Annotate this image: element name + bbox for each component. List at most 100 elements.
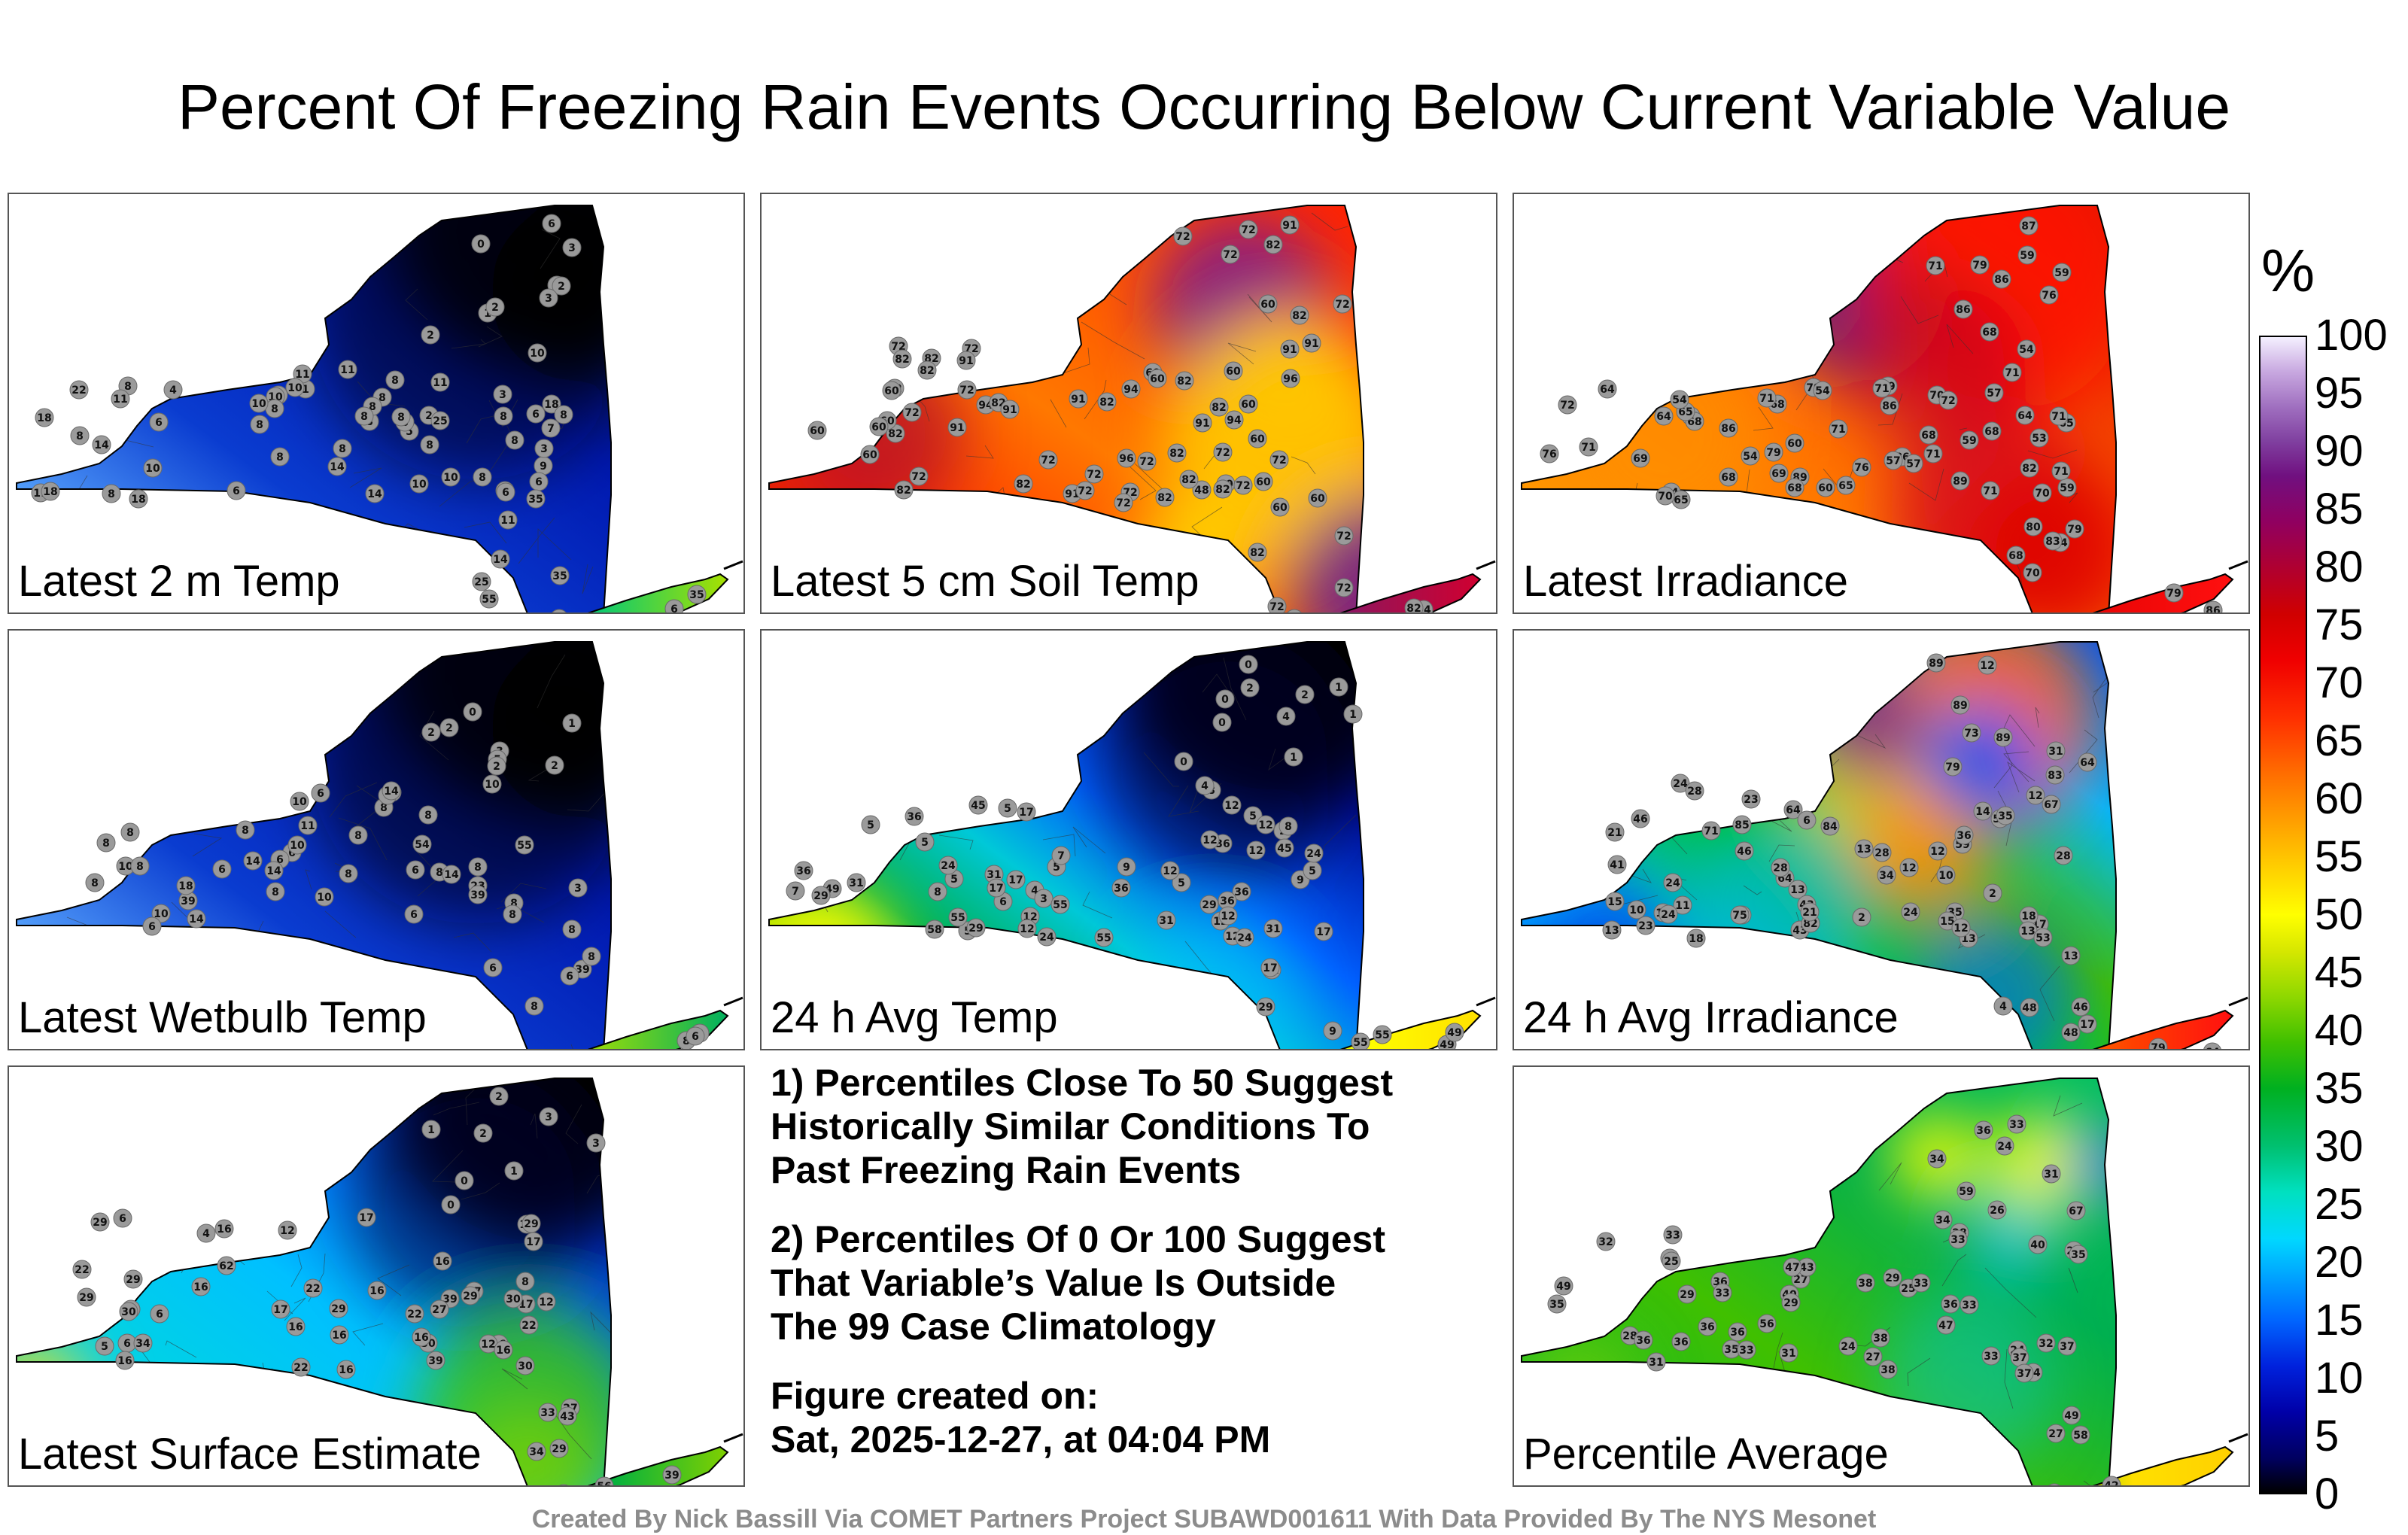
station-dot [1923,444,1943,464]
station-value: 16 [414,1332,428,1344]
station-dot [2029,428,2049,448]
station-marker: 60 [869,417,889,436]
station-dot [1114,493,1133,512]
county-line [1623,222,1649,240]
station-marker: 0 [471,234,491,254]
field-blob [1875,1293,2056,1473]
station-dot [1928,841,1947,861]
station-dot [1927,1149,1947,1169]
county-line [530,1113,538,1139]
station-value: 25 [433,415,447,427]
county-line [1768,844,1795,862]
station-value: 72 [1269,601,1284,612]
colorbar-tick: 55 [2315,832,2364,881]
station-dot [515,1272,535,1291]
county-line [377,1264,410,1296]
station-value: 1 [1290,752,1297,764]
station-value: 72 [1236,480,1250,492]
station-marker: 60 [1308,488,1327,508]
station-marker: 36 [1954,825,1974,845]
station-value: 28 [1874,847,1889,859]
station-marker: 64 [1654,406,1674,426]
station-value: 1 [510,1166,518,1178]
station-dot [1950,695,1970,715]
county-line [1538,313,1561,345]
station-value: 3 [545,1111,552,1123]
station-value: 4 [202,1228,210,1240]
station-value: 29 [552,1443,566,1455]
county-line [390,606,410,612]
station-marker: 49 [2062,1406,2081,1425]
station-marker: 96 [1281,369,1300,388]
state-field [769,205,1364,612]
station-dot [2014,1363,2034,1383]
station-marker: 22 [72,1260,92,1279]
station-value: 14 [245,856,260,868]
station-dot [385,370,405,390]
station-value: 33 [1962,1299,1976,1312]
station-dot [1235,928,1254,947]
station-marker: 82 [917,360,937,380]
station-dot [327,457,347,476]
field-blob [491,642,611,819]
panel-label: 24 h Avg Irradiance [1523,993,1899,1042]
station-value: 82 [895,354,909,366]
station-value: 5 [406,426,413,438]
station-marker: 12 [537,1292,556,1312]
station-value: 36 [1234,886,1248,898]
station-dot [1970,255,1990,275]
station-dot [2049,406,2069,426]
station-marker: 18 [1686,929,1706,948]
station-marker: 25 [1662,1251,1681,1271]
station-markers: 8973838931647989125764171118641259852101… [1602,653,2221,1049]
station-value: 0 [1221,694,1229,706]
station-value: 47 [1785,1262,1799,1274]
station-dot [2148,1038,2168,1049]
station-marker: 3 [534,439,554,458]
station-dot [303,1278,323,1298]
county-line [290,646,328,683]
station-dot [1232,882,1251,901]
station-dot [1014,474,1033,494]
state-outline [1521,205,2117,612]
station-value: 68 [1721,472,1735,484]
station-value: 6 [288,847,296,859]
county-line [464,521,507,544]
station-marker: 24 [1659,904,1678,924]
station-value: 35 [1724,1344,1738,1356]
station-dot [2042,795,2061,814]
station-marker: 31 [2042,1164,2061,1184]
station-dot [1218,906,1238,926]
county-line [1636,1220,1659,1242]
station-value: 10 [287,382,303,394]
station-dot [1037,927,1057,947]
long-island-tip [723,996,743,1007]
county-line [1570,821,1599,847]
station-value: 72 [1175,231,1190,243]
station-value: 2 [551,760,558,772]
station-value: 72 [1560,400,1574,412]
station-marker: 91 [956,351,976,370]
county-line [71,608,90,612]
station-dot [1992,269,2011,289]
station-dot [2078,1014,2097,1034]
station-dot [367,1281,387,1300]
station-dot [264,861,284,880]
station-value: 71 [1704,825,1718,837]
station-dot [1602,920,1622,940]
county-line [148,244,160,272]
county-line [419,710,449,761]
station-marker: 36 [1698,1317,1717,1336]
county-line [1561,1099,1601,1108]
station-marker: 2 [421,722,441,742]
station-marker: 35 [550,566,570,585]
station-value: 86 [2206,605,2220,612]
station-marker: 60 [1258,294,1278,314]
station-dot [405,1304,424,1324]
station-marker: 82 [1404,598,1424,612]
station-dot [1663,1225,1683,1245]
station-marker: 6 [113,1208,132,1228]
county-line [1908,468,1944,501]
county-line [537,654,566,709]
station-dot [115,1351,135,1370]
